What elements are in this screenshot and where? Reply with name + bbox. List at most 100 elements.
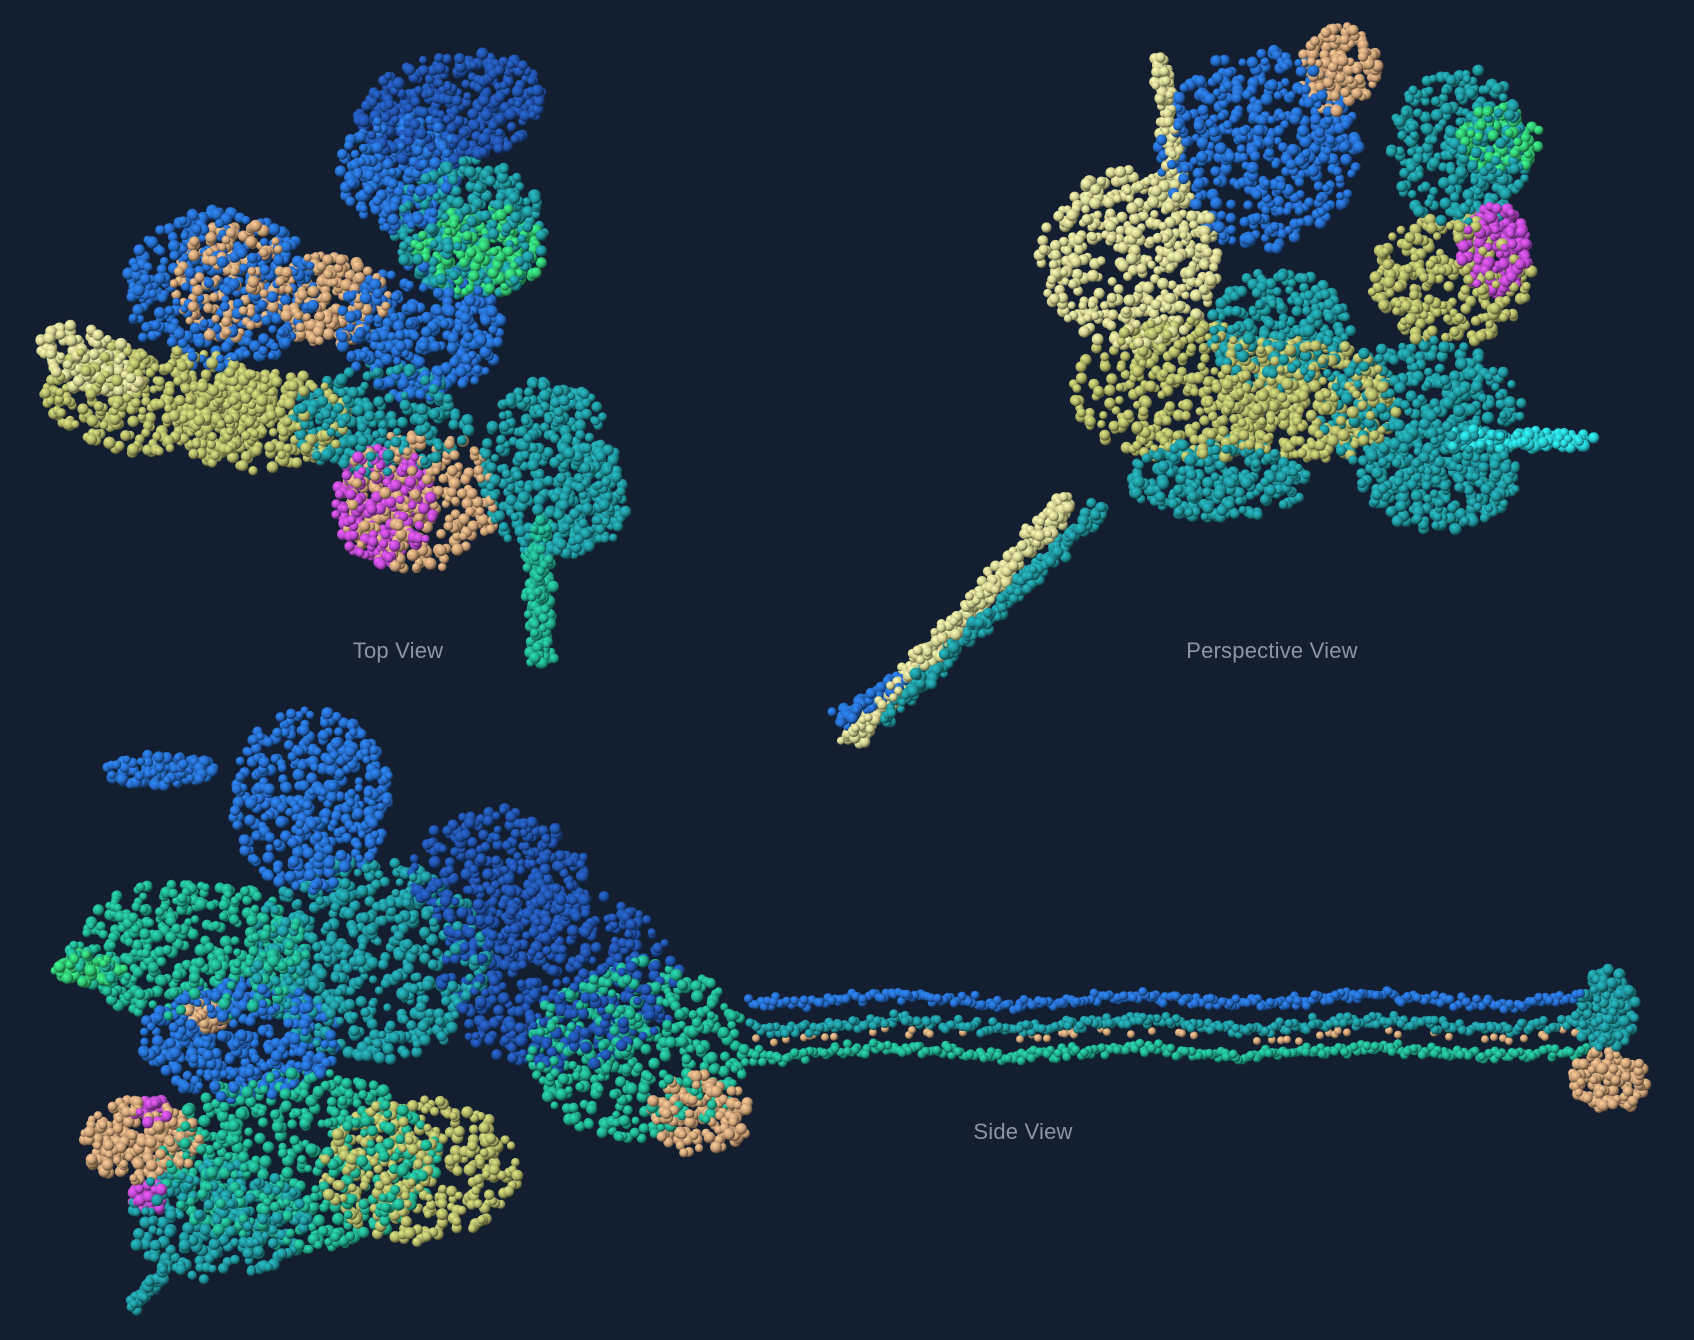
atom-bead <box>1507 380 1516 389</box>
atom-bead <box>1190 1031 1198 1040</box>
atom-bead <box>1218 54 1230 66</box>
atom-bead <box>1394 1030 1402 1039</box>
atom-bead <box>821 1033 829 1042</box>
atom-bead <box>1435 363 1445 374</box>
atom-bead <box>926 1030 934 1038</box>
atom-bead <box>1267 115 1276 125</box>
atom-bead <box>843 1039 852 1049</box>
atom-bead <box>1505 1037 1513 1046</box>
atom-bead <box>198 1274 210 1285</box>
atom-bead <box>770 1038 778 1047</box>
atom-bead <box>908 1026 916 1035</box>
atom-bead <box>170 1252 181 1263</box>
atom-bead <box>1520 1034 1528 1043</box>
atom-bead <box>1037 235 1049 247</box>
atom-bead <box>1341 312 1351 322</box>
atom-bead <box>552 978 562 988</box>
atom-bead <box>1278 499 1289 510</box>
atom-bead <box>1016 1035 1024 1044</box>
atom-bead <box>242 895 253 906</box>
atom-bead <box>1069 191 1080 203</box>
atom-bead <box>1178 1029 1186 1038</box>
atom-bead <box>1390 406 1402 418</box>
atom-bead <box>1481 1035 1489 1044</box>
atom-bead <box>1295 1037 1303 1046</box>
atom-bead <box>375 1135 384 1144</box>
atom-bead <box>1195 407 1205 416</box>
atom-bead <box>353 868 362 877</box>
atom-bead <box>218 911 229 921</box>
atom-bead <box>1541 1033 1549 1042</box>
atom-bead <box>1073 286 1084 296</box>
atom-bead <box>442 53 452 64</box>
atom-bead <box>1043 1034 1051 1043</box>
atom-bead <box>1120 351 1131 362</box>
atom-bead <box>396 416 408 428</box>
atom-bead <box>363 266 373 277</box>
atom-bead <box>99 420 109 430</box>
atom-bead <box>322 328 335 341</box>
atom-bead <box>516 979 526 989</box>
atom-bead <box>369 975 378 984</box>
atom-bead <box>1443 281 1455 292</box>
atom-bead <box>1253 1037 1261 1045</box>
atom-bead <box>171 289 182 300</box>
atom-bead <box>1043 288 1053 298</box>
atom-bead <box>827 707 837 717</box>
atom-bead <box>92 904 105 916</box>
atom-bead <box>254 1132 266 1145</box>
atom-bead <box>720 1051 730 1062</box>
atom-bead <box>752 1034 760 1043</box>
atom-bead <box>1421 97 1431 107</box>
atom-bead <box>368 999 378 1008</box>
atom-bead <box>1490 1033 1498 1042</box>
atom-bead <box>190 915 200 924</box>
atom-bead <box>159 256 169 266</box>
atom-bead <box>259 237 269 247</box>
atom-bead <box>389 857 401 869</box>
atom-bead <box>138 332 148 343</box>
atom-bead <box>1283 1035 1291 1044</box>
atom-bead <box>1097 420 1106 429</box>
atom-bead <box>588 956 597 965</box>
atom-bead <box>438 1134 449 1144</box>
atom-bead <box>1034 1034 1042 1043</box>
atom-bead <box>631 1037 644 1050</box>
atom-bead <box>385 1020 396 1031</box>
atom-bead <box>228 1018 239 1029</box>
atom-bead <box>292 768 305 781</box>
atom-bead <box>461 79 471 89</box>
atom-bead <box>528 859 537 868</box>
atom-bead <box>235 756 245 766</box>
atom-bead <box>1445 1032 1453 1041</box>
atom-bead <box>541 985 550 994</box>
atom-bead <box>1334 1027 1342 1035</box>
atom-bead <box>1197 104 1209 116</box>
atom-bead <box>1104 384 1116 397</box>
atom-bead <box>830 1032 838 1041</box>
atom-bead <box>1516 398 1527 409</box>
atom-bead <box>1343 1028 1351 1037</box>
atom-bead <box>1150 274 1160 284</box>
atom-bead <box>578 852 589 863</box>
atom-bead <box>263 736 274 748</box>
atom-bead <box>1316 1031 1324 1040</box>
atom-bead <box>493 825 502 834</box>
atom-bead <box>1243 200 1253 210</box>
atom-bead <box>464 1018 475 1030</box>
atom-bead <box>1320 40 1333 53</box>
atom-bead <box>266 461 279 473</box>
atom-bead <box>1556 1014 1566 1024</box>
atom-bead <box>243 329 254 339</box>
atom-bead <box>453 1125 465 1138</box>
atom-bead <box>386 270 396 280</box>
atom-bead <box>469 1124 479 1135</box>
atom-bead <box>419 55 428 65</box>
atom-bead <box>1103 1028 1111 1037</box>
atom-bead <box>374 986 384 995</box>
atom-bead <box>1405 390 1418 402</box>
atom-bead <box>187 1270 197 1280</box>
atom-bead <box>1445 221 1455 230</box>
